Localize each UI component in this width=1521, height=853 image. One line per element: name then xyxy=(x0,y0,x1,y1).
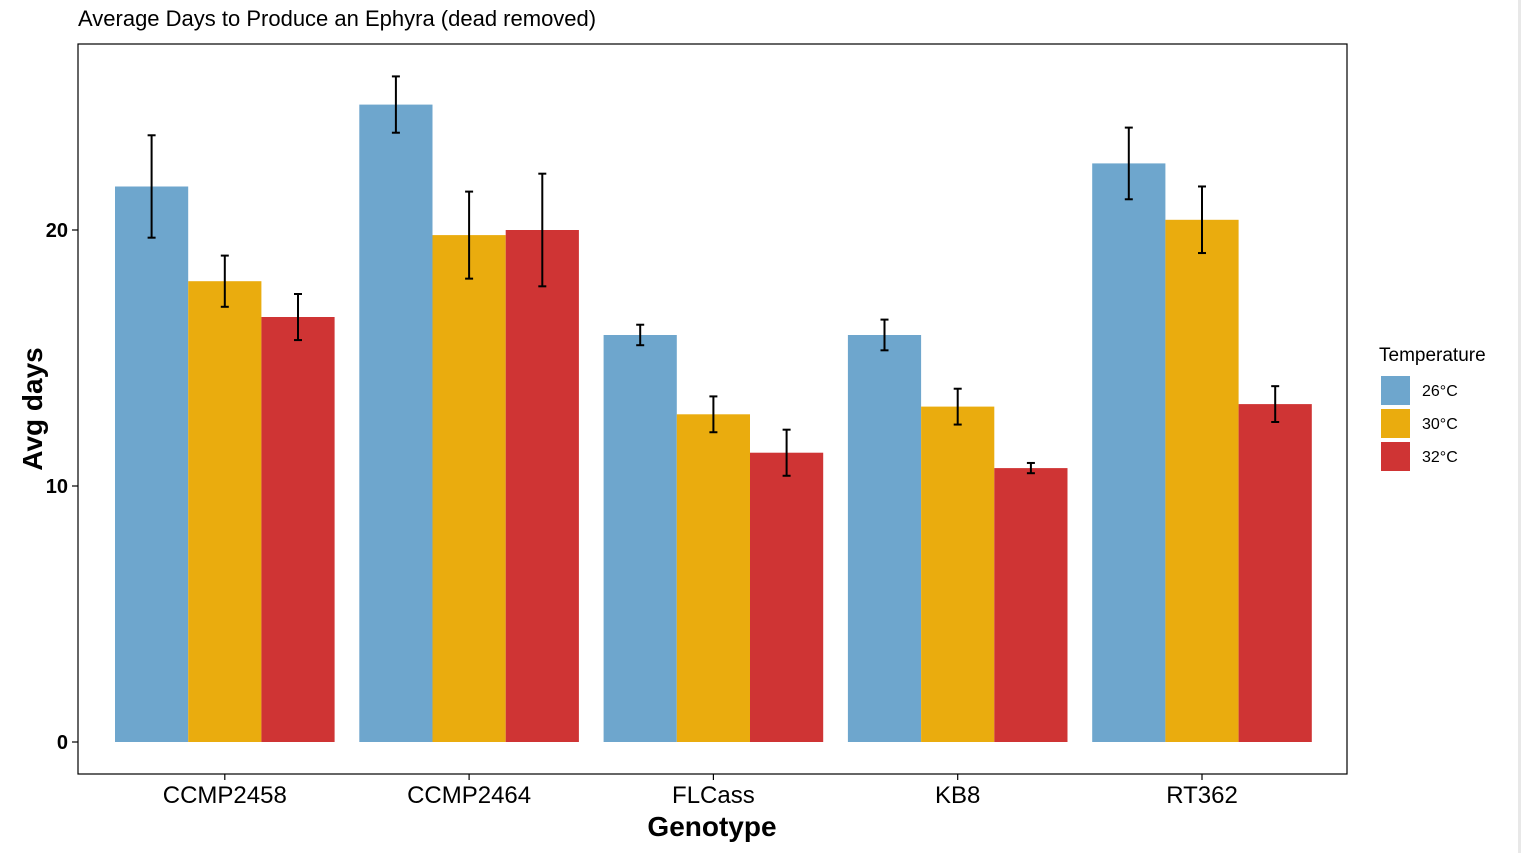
error-bar-rt362-2 xyxy=(1198,185,1206,255)
legend-title: Temperature xyxy=(1379,345,1486,366)
error-bar-kb8-3 xyxy=(1026,461,1035,475)
x-tick-label: KB8 xyxy=(935,782,980,809)
x-tick-label: FLCass xyxy=(672,782,755,809)
bar-ccmp2458-3 xyxy=(261,317,335,742)
error-bar-rt362-3 xyxy=(1271,385,1280,423)
bar-flcass-2 xyxy=(676,414,750,742)
y-axis-title: Avg days xyxy=(17,347,48,470)
bar-kb8-3 xyxy=(994,468,1068,742)
legend-swatch xyxy=(1381,376,1410,405)
y-tick-label: 0 xyxy=(57,732,68,754)
error-bar-ccmp2464-1 xyxy=(391,75,400,134)
legend-swatch xyxy=(1381,409,1410,438)
legend-items: 26°C 30°C 32°C xyxy=(1381,376,1458,471)
bars-layer xyxy=(115,104,1312,743)
bar-ccmp2464-1 xyxy=(359,104,433,743)
error-bar-ccmp2458-1 xyxy=(147,134,156,239)
error-bar-kb8-1 xyxy=(880,318,889,352)
x-tick-label: RT362 xyxy=(1166,782,1238,809)
bar-ccmp2464-2 xyxy=(432,235,506,742)
bar-rt362-2 xyxy=(1165,219,1239,743)
window-edge xyxy=(1518,0,1521,853)
error-bar-kb8-2 xyxy=(953,387,962,426)
legend-label: 32°C xyxy=(1422,449,1458,466)
legend-item-1: 26°C xyxy=(1381,376,1458,405)
bar-kb8-2 xyxy=(921,406,995,742)
legend-swatch xyxy=(1381,442,1410,471)
legend-item-2: 30°C xyxy=(1381,409,1458,438)
x-tick-label: CCMP2464 xyxy=(407,782,531,809)
x-axis: CCMP2458 CCMP2464 FLCass KB8 RT362 xyxy=(163,774,1238,809)
legend-label: 30°C xyxy=(1422,416,1458,433)
legend-label: 26°C xyxy=(1422,383,1458,400)
error-bar-flcass-3 xyxy=(782,428,791,477)
y-axis: 0 10 20 xyxy=(46,220,78,754)
error-bar-rt362-1 xyxy=(1124,126,1133,201)
bar-flcass-3 xyxy=(750,452,824,742)
bar-ccmp2458-2 xyxy=(188,281,262,742)
error-bar-ccmp2458-3 xyxy=(294,293,302,342)
bar-ccmp2458-1 xyxy=(115,186,189,742)
x-axis-title: Genotype xyxy=(647,811,776,842)
bar-ccmp2464-3 xyxy=(505,230,579,742)
errorbars-layer xyxy=(147,75,1280,477)
error-bar-flcass-2 xyxy=(709,395,718,434)
bar-rt362-3 xyxy=(1238,404,1312,742)
legend-item-3: 32°C xyxy=(1381,442,1458,471)
bar-kb8-1 xyxy=(847,335,922,742)
bar-rt362-1 xyxy=(1092,163,1166,742)
error-bar-flcass-1 xyxy=(636,323,645,347)
x-tick-label: CCMP2458 xyxy=(163,782,287,809)
error-bar-ccmp2464-2 xyxy=(465,190,474,280)
y-tick-label: 10 xyxy=(46,476,68,498)
chart-title: Average Days to Produce an Ephyra (dead … xyxy=(78,6,596,31)
y-tick-label: 20 xyxy=(46,220,68,242)
legend: Temperature 26°C 30°C 32°C xyxy=(1379,345,1486,471)
error-bar-ccmp2464-3 xyxy=(538,172,547,288)
bar-flcass-1 xyxy=(603,335,677,742)
error-bar-ccmp2458-2 xyxy=(220,254,229,308)
